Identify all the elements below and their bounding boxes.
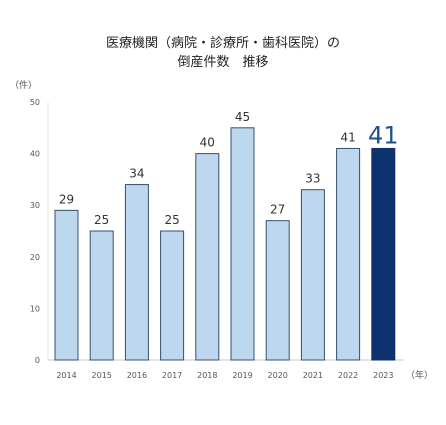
bar-2021	[300, 189, 325, 361]
x-tick-label-2019: 2019	[232, 371, 252, 380]
value-labels: 29 25 34 25 40 45 27 33 41 41	[59, 110, 399, 227]
bar-2015	[89, 230, 114, 361]
bar-2019	[230, 127, 255, 361]
x-ticks: 2014 2015 2016 2017 2018 2019 2020 2021 2022 2023	[56, 371, 393, 380]
bar-2017	[160, 230, 185, 361]
bar-2023	[371, 147, 396, 361]
x-tick-label-2022: 2022	[338, 371, 358, 380]
bar-2022	[336, 147, 361, 361]
y-tick-label: 30	[30, 201, 40, 210]
chart-panel	[10, 12, 436, 410]
x-tick-label-2021: 2021	[303, 371, 323, 380]
value-label-2020: 27	[270, 203, 285, 217]
chart-title-line2: 倒産件数 推移	[177, 55, 269, 70]
x-tick-label-2016: 2016	[127, 371, 147, 380]
y-unit-label: （件）	[10, 79, 37, 91]
bar-2020	[265, 220, 290, 361]
value-label-2018: 40	[200, 136, 215, 150]
y-ticks: 0 10 20 30 40 50	[30, 98, 40, 365]
value-label-2014: 29	[59, 192, 74, 206]
value-label-2016: 34	[129, 167, 144, 181]
y-tick-label: 50	[30, 98, 40, 107]
x-tick-label-2023: 2023	[373, 371, 393, 380]
x-tick-label-2020: 2020	[268, 371, 288, 380]
y-tick-label: 40	[30, 150, 40, 159]
value-label-2021: 33	[305, 172, 320, 186]
value-label-2023: 41	[368, 121, 399, 149]
bar-2018	[195, 153, 220, 361]
bar-2014	[54, 209, 79, 361]
bars	[54, 127, 396, 361]
value-label-2019: 45	[235, 110, 250, 124]
x-tick-label-2014: 2014	[56, 371, 76, 380]
x-unit-label: （年）	[406, 369, 433, 381]
y-tick-label: 10	[30, 304, 40, 313]
x-tick-label-2015: 2015	[92, 371, 112, 380]
x-tick-label-2017: 2017	[162, 371, 182, 380]
bar-2016	[124, 184, 149, 361]
value-label-2017: 25	[164, 213, 179, 227]
y-tick-label: 0	[35, 356, 40, 365]
value-label-2015: 25	[94, 213, 109, 227]
x-tick-label-2018: 2018	[197, 371, 217, 380]
y-tick-label: 20	[30, 253, 40, 262]
chart-title-line1: 医療機関（病院・診療所・歯科医院）の	[105, 36, 340, 51]
value-label-2022: 41	[340, 130, 355, 144]
